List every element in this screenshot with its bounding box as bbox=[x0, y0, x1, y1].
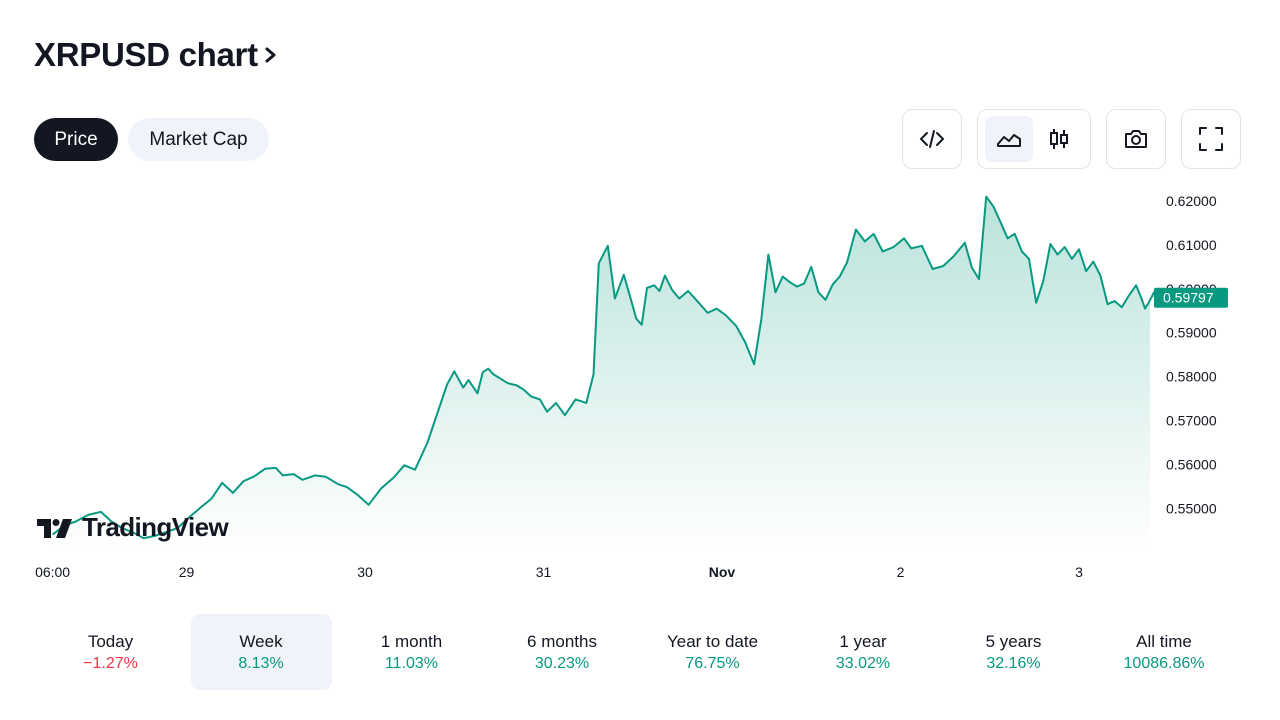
period-label: 6 months bbox=[527, 631, 597, 651]
x-axis-tick-label: Nov bbox=[709, 564, 736, 580]
tradingview-logo-icon bbox=[37, 518, 72, 538]
fullscreen-button[interactable] bbox=[1181, 109, 1241, 169]
period-label: 1 month bbox=[380, 631, 443, 651]
y-axis-tick-label: 0.62000 bbox=[1166, 193, 1217, 209]
y-axis-tick-label: 0.57000 bbox=[1166, 413, 1217, 429]
period-change: 10086.86% bbox=[1123, 654, 1205, 672]
current-price-tag-bg bbox=[1154, 287, 1228, 308]
y-axis-tick-label: 0.56000 bbox=[1166, 456, 1217, 472]
fullscreen-icon bbox=[1199, 127, 1223, 151]
period-change: 30.23% bbox=[534, 654, 590, 672]
camera-icon bbox=[1125, 130, 1147, 148]
tab-price-label: Price bbox=[54, 128, 98, 150]
y-axis-tick-label: 0.55000 bbox=[1166, 500, 1217, 516]
x-axis-tick-label: 06:00 bbox=[35, 564, 70, 580]
y-axis-tick-label: 0.61000 bbox=[1166, 237, 1217, 253]
chart-type-switcher bbox=[977, 109, 1091, 169]
y-axis-tick-label: 0.58000 bbox=[1166, 369, 1217, 385]
area-chart-icon bbox=[997, 134, 1021, 147]
current-price-tag: 0.59797 bbox=[1154, 287, 1228, 308]
period-week[interactable]: Week 8.13% bbox=[190, 614, 332, 690]
period-label: 5 years bbox=[985, 631, 1042, 651]
period-label: 1 year bbox=[839, 631, 887, 651]
page-title-text: XRPUSD chart bbox=[34, 36, 258, 73]
page-title[interactable]: XRPUSD chart bbox=[34, 36, 278, 74]
price-line bbox=[51, 195, 1164, 540]
price-area-fill bbox=[52, 196, 1163, 550]
candlestick-button[interactable] bbox=[1035, 116, 1083, 162]
period-6-months[interactable]: 6 months 30.23% bbox=[492, 614, 633, 690]
period-selector: Today −1.27% Week 8.13% 1 month 11.03% 6… bbox=[40, 614, 1240, 690]
embed-button[interactable] bbox=[902, 109, 962, 169]
tradingview-logo[interactable]: TradingView bbox=[36, 512, 229, 543]
period-label: All time bbox=[1136, 631, 1192, 651]
x-axis-tick-label: 30 bbox=[357, 564, 373, 580]
period-change: 11.03% bbox=[384, 654, 439, 672]
period-1-year[interactable]: 1 year 33.02% bbox=[793, 614, 934, 690]
period-change: 76.75% bbox=[685, 654, 740, 672]
period-1-month[interactable]: 1 month 11.03% bbox=[341, 614, 482, 690]
tab-market-cap[interactable]: Market Cap bbox=[128, 118, 269, 161]
x-axis-tick-label: 3 bbox=[1075, 564, 1083, 580]
chevron-right-icon bbox=[265, 47, 276, 63]
period-5-years[interactable]: 5 years 32.16% bbox=[943, 614, 1084, 690]
price-chart[interactable]: 0.620000.610000.600000.590000.580000.570… bbox=[0, 180, 1280, 590]
snapshot-button[interactable] bbox=[1106, 109, 1166, 169]
area-chart-button[interactable] bbox=[985, 116, 1033, 162]
period-today[interactable]: Today −1.27% bbox=[40, 614, 181, 690]
tab-price[interactable]: Price bbox=[34, 118, 118, 161]
x-axis-tick-label: 31 bbox=[536, 564, 552, 580]
x-axis-tick-label: 2 bbox=[897, 564, 905, 580]
period-all-time[interactable]: All time 10086.86% bbox=[1094, 614, 1235, 690]
period-change: −1.27% bbox=[83, 654, 138, 672]
tradingview-wordmark: TradingView bbox=[82, 512, 229, 542]
period-label: Year to date bbox=[666, 631, 759, 651]
period-change: 32.16% bbox=[986, 654, 1041, 672]
tab-market-cap-label: Market Cap bbox=[149, 128, 248, 150]
period-label: Today bbox=[87, 631, 134, 651]
period-label: Week bbox=[239, 631, 283, 651]
code-embed-icon bbox=[920, 130, 944, 148]
y-axis-tick-label: 0.59000 bbox=[1166, 325, 1217, 341]
candlestick-icon bbox=[1050, 129, 1068, 149]
period-year-to-date[interactable]: Year to date 76.75% bbox=[642, 614, 783, 690]
current-price-label: 0.59797 bbox=[1163, 290, 1214, 306]
x-axis-tick-label: 29 bbox=[179, 564, 195, 580]
period-change: 33.02% bbox=[835, 654, 891, 672]
period-change: 8.13% bbox=[238, 654, 284, 672]
